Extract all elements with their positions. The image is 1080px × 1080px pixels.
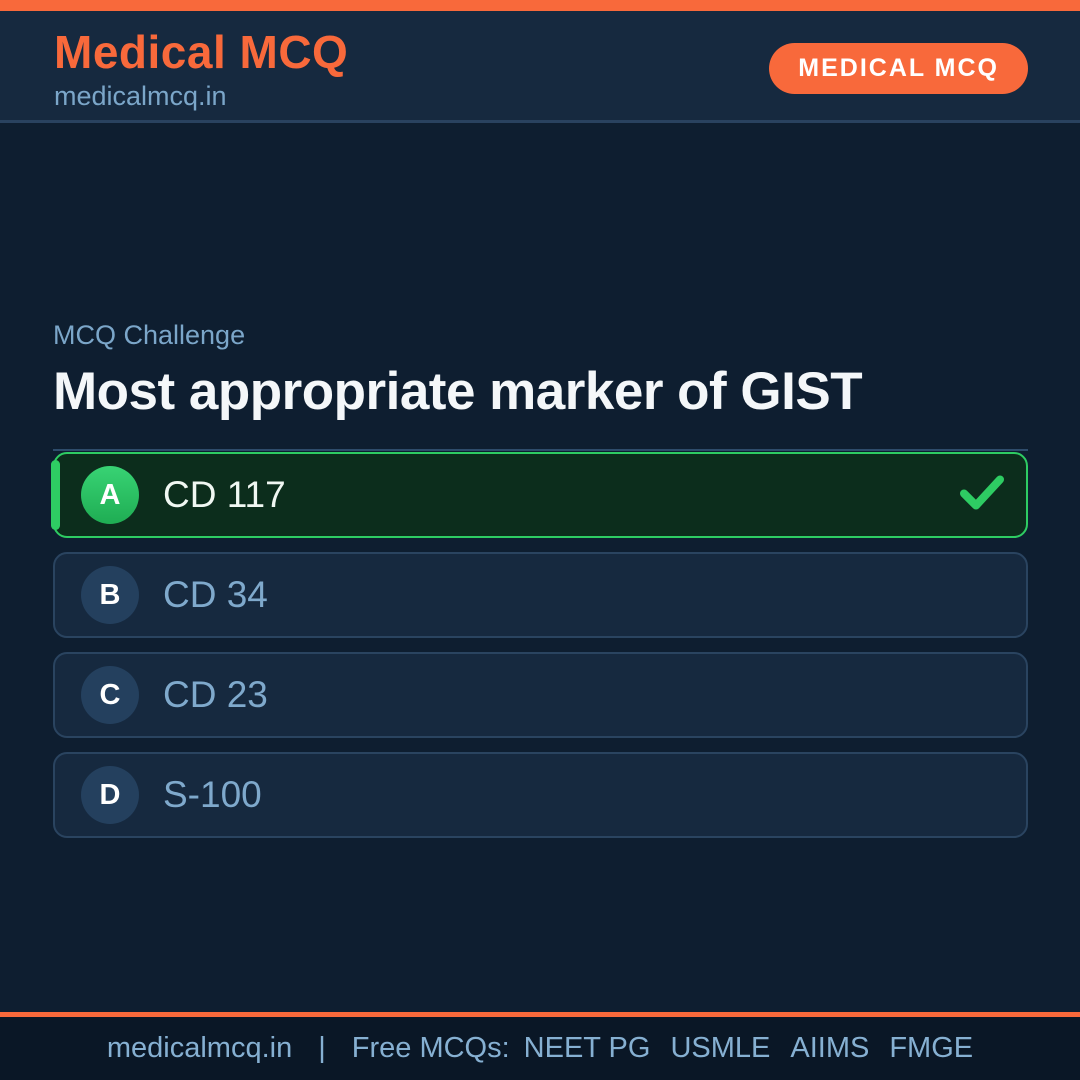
option-b[interactable]: B CD 34	[53, 552, 1028, 638]
footer-exam-fmge: FMGE	[889, 1032, 974, 1064]
option-c-text: CD 23	[163, 674, 268, 715]
header-bar: Medical MCQ medicalmcq.in MEDICAL MCQ	[0, 11, 1080, 123]
option-d-letter-badge: D	[81, 766, 139, 824]
brand-block: Medical MCQ medicalmcq.in	[54, 27, 348, 112]
options-list: A CD 117 B CD 34 C CD 23 D S-100	[51, 452, 1028, 852]
question-eyebrow: MCQ Challenge	[53, 320, 246, 350]
option-b-text: CD 34	[163, 574, 268, 615]
brand-site-url: medicalmcq.in	[54, 80, 227, 111]
option-a-letter-badge: A	[81, 466, 139, 524]
correct-accent-bar	[51, 460, 60, 530]
footer-exam-aiims: AIIMS	[790, 1032, 870, 1064]
question-section: MCQ Challenge Most appropriate marker of…	[53, 320, 1028, 451]
option-c[interactable]: C CD 23	[53, 652, 1028, 738]
top-accent-strip	[0, 0, 1080, 11]
brand-title: Medical MCQ	[54, 26, 349, 78]
brand-badge: MEDICAL MCQ	[769, 43, 1028, 94]
footer-label: Free MCQs:	[351, 1032, 510, 1064]
option-a-correct[interactable]: A CD 117	[51, 452, 1028, 538]
option-c-letter-badge: C	[81, 666, 139, 724]
question-title: Most appropriate marker of GIST	[53, 362, 863, 421]
footer-site-url: medicalmcq.in	[106, 1032, 293, 1064]
question-divider	[53, 449, 1028, 451]
option-b-letter-badge: B	[81, 566, 139, 624]
option-d-text: S-100	[163, 774, 262, 815]
footer-accent-line	[0, 1012, 1080, 1017]
footer-separator: |	[318, 1032, 326, 1064]
option-d[interactable]: D S-100	[53, 752, 1028, 838]
check-icon	[960, 475, 1004, 516]
option-a-text: CD 117	[163, 474, 286, 515]
footer-exam-neetpg: NEET PG	[523, 1032, 651, 1064]
footer-bar: medicalmcq.in | Free MCQs: NEET PG USMLE…	[0, 1017, 1080, 1080]
footer-exam-usmle: USMLE	[670, 1032, 771, 1064]
